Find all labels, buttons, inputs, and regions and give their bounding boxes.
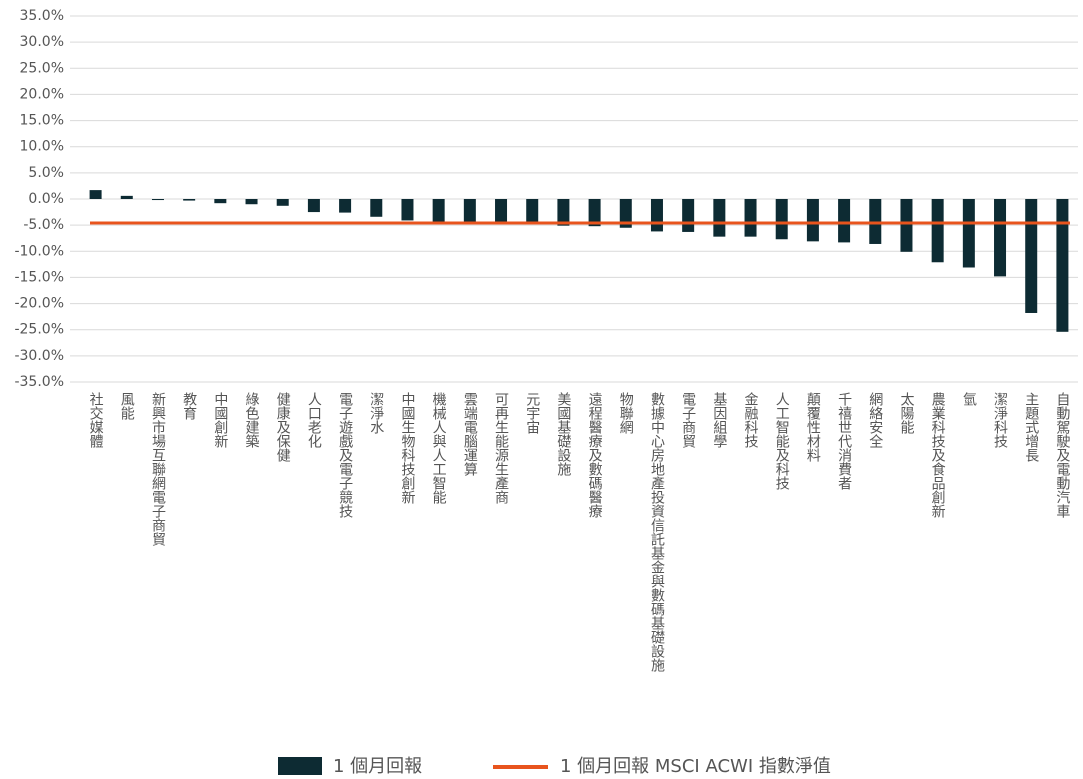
y-tick-label: -10.0% xyxy=(14,243,64,259)
bar xyxy=(432,199,445,223)
bar xyxy=(994,199,1007,277)
x-tick-label: 數據中心房地產投資信託基金與數碼基礎設施 xyxy=(649,392,665,672)
y-tick-label: 15.0% xyxy=(20,113,64,129)
bar xyxy=(463,199,476,223)
y-tick-label: -30.0% xyxy=(14,348,64,364)
y-tick-label: -20.0% xyxy=(14,296,64,312)
x-tick-label: 太陽能 xyxy=(898,392,914,435)
bar xyxy=(775,199,788,240)
bar xyxy=(151,199,164,201)
legend-label: 1 個月回報 MSCI ACWI 指數淨值 xyxy=(560,756,831,777)
bar xyxy=(838,199,851,243)
x-tick-label: 氫 xyxy=(961,392,977,406)
x-tick-label: 網絡安全 xyxy=(867,392,883,448)
x-tick-label: 金融科技 xyxy=(743,392,759,449)
x-tick-label: 美國基礎設施 xyxy=(555,392,571,476)
y-tick-label: -15.0% xyxy=(14,269,64,285)
x-tick-label: 元宇宙 xyxy=(524,392,540,434)
y-tick-label: 25.0% xyxy=(20,60,64,76)
x-tick-label: 人工智能及科技 xyxy=(774,392,790,491)
x-tick-label: 基因組學 xyxy=(711,391,727,448)
x-tick-label: 雲端電腦運算 xyxy=(462,392,478,476)
x-tick-label: 風能 xyxy=(119,392,135,421)
bar xyxy=(744,199,757,237)
x-tick-label: 綠色建築 xyxy=(244,392,260,448)
x-tick-label: 電子商貿 xyxy=(680,392,696,448)
x-tick-label: 電子遊戲及電子競技 xyxy=(337,392,353,519)
x-tick-label: 農業科技及食品創新 xyxy=(930,392,946,519)
bar xyxy=(650,199,663,232)
y-tick-label: 20.0% xyxy=(20,86,64,102)
bar xyxy=(806,199,819,242)
bar xyxy=(183,199,196,201)
bar xyxy=(869,199,882,244)
x-tick-label: 中國創新 xyxy=(212,392,228,449)
bar xyxy=(120,195,133,199)
bar xyxy=(931,199,944,263)
x-tick-label: 潔淨水 xyxy=(368,392,384,434)
x-tick-label: 教育 xyxy=(181,392,197,420)
bar xyxy=(619,199,632,228)
y-tick-label: 30.0% xyxy=(20,34,64,50)
bar xyxy=(900,199,913,252)
x-tick-label: 主題式增長 xyxy=(1023,392,1039,462)
bar xyxy=(526,199,539,224)
x-tick-label: 健康及保健 xyxy=(275,392,291,463)
y-tick-label: 0.0% xyxy=(28,191,64,207)
bar xyxy=(962,199,975,268)
y-tick-label: -35.0% xyxy=(14,374,64,390)
x-tick-label: 人口老化 xyxy=(306,392,322,449)
x-tick-label: 物聯網 xyxy=(618,392,634,434)
bar xyxy=(370,199,383,217)
x-tick-label: 顛覆性材料 xyxy=(805,392,821,462)
x-tick-label: 自動駕駛及電動汽車 xyxy=(1054,392,1070,518)
bar xyxy=(307,199,320,213)
legend-swatch xyxy=(278,757,322,775)
legend-label: 1 個月回報 xyxy=(333,756,422,777)
bar xyxy=(682,199,695,232)
x-tick-label: 機械人與人工智能 xyxy=(431,392,447,505)
x-tick-label: 潔淨科技 xyxy=(992,392,1008,449)
bar xyxy=(276,199,289,206)
bar xyxy=(713,199,726,237)
x-tick-label: 社交媒體 xyxy=(88,392,104,448)
x-tick-label: 遠程醫療及數碼醫療 xyxy=(587,392,603,518)
x-tick-label: 可再生能源生產商 xyxy=(493,392,509,504)
y-tick-label: 5.0% xyxy=(28,165,64,181)
y-tick-label: 35.0% xyxy=(20,8,64,24)
bar xyxy=(1056,199,1069,332)
bar xyxy=(1025,199,1038,313)
x-tick-label: 千禧世代消費者 xyxy=(836,392,852,490)
bar xyxy=(89,190,102,199)
bar xyxy=(339,199,352,213)
x-tick-label: 新興市場互聯網電子商貿 xyxy=(150,392,166,546)
bar xyxy=(557,199,570,226)
bar xyxy=(495,199,508,223)
x-tick-label: 中國生物科技創新 xyxy=(399,392,415,505)
bar xyxy=(245,199,258,205)
y-tick-label: -5.0% xyxy=(23,217,64,233)
y-tick-label: 10.0% xyxy=(20,139,64,155)
bar xyxy=(401,199,414,221)
bar xyxy=(214,199,227,204)
bar xyxy=(588,199,601,227)
y-tick-label: -25.0% xyxy=(14,322,64,338)
